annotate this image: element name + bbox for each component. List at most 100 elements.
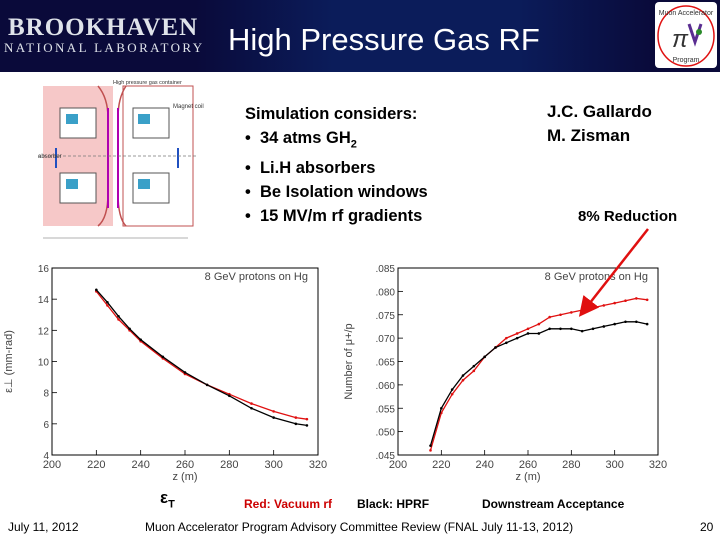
x-tick-label: 220 — [87, 459, 105, 471]
data-point — [559, 327, 562, 331]
y-tick-label: .050 — [376, 428, 396, 439]
x-tick-label: 320 — [309, 459, 327, 471]
data-point — [272, 416, 275, 419]
data-point — [635, 297, 638, 300]
data-point — [645, 322, 649, 326]
y-tick-label: .060 — [376, 381, 396, 392]
x-tick-label: 220 — [432, 459, 450, 471]
y-tick-label: .055 — [376, 404, 396, 415]
data-point — [537, 322, 541, 326]
red-series-caption: Red: Vacuum rf — [244, 497, 333, 511]
footer-date: July 11, 2012 — [8, 520, 79, 534]
data-point — [505, 341, 508, 345]
x-tick-label: 200 — [389, 459, 407, 471]
y-tick-label: 14 — [38, 295, 50, 306]
data-point — [450, 392, 454, 396]
seal-text-bottom: Program — [673, 57, 700, 64]
data-point — [537, 332, 541, 335]
x-tick-label: 320 — [649, 459, 667, 471]
data-point — [559, 313, 562, 317]
y-tick-label: 4 — [43, 451, 49, 462]
y-tick-label: 16 — [38, 264, 50, 275]
data-point — [106, 304, 109, 307]
slide-title: High Pressure Gas RF — [228, 22, 540, 57]
x-axis-label: z (m) — [515, 471, 540, 483]
data-point — [494, 346, 497, 349]
data-point — [450, 388, 454, 391]
data-point — [613, 301, 616, 305]
data-point — [305, 424, 309, 427]
y-axis-label: Number of μ+/p — [343, 323, 355, 399]
bullet-item: • 34 atms GH2 — [245, 129, 357, 151]
emittance-caption: εT — [160, 488, 175, 511]
reduction-arrow — [578, 228, 649, 317]
bullet-item: • Be Isolation windows — [245, 183, 428, 202]
bullet-item: • Li.H absorbers — [245, 159, 376, 178]
data-point — [294, 422, 298, 426]
data-point — [272, 410, 275, 413]
x-tick-label: 300 — [605, 459, 623, 471]
label-absorber: absorber — [38, 154, 62, 160]
x-axis-label: z (m) — [172, 471, 197, 483]
label-magnet-coil: Magnet coil — [173, 104, 204, 110]
label-gas-container: High pressure gas container — [113, 80, 182, 86]
data-point — [95, 288, 98, 292]
plot-frame — [51, 267, 319, 456]
data-point — [205, 383, 209, 387]
data-point — [228, 394, 231, 398]
data-point — [117, 315, 120, 318]
footer-page-number: 20 — [700, 520, 714, 534]
chart-title: 8 GeV protons on Hg — [545, 271, 648, 283]
acceptance-chart: 200 220 240 260 280 300 320 .045 .050 .055 .060 .06… — [343, 264, 667, 483]
acceptance-caption: Downstream Acceptance — [482, 497, 625, 511]
data-point — [624, 320, 627, 324]
x-tick-label: 260 — [176, 459, 194, 471]
x-tick-label: 240 — [475, 459, 493, 471]
data-point — [461, 374, 465, 377]
authors: J.C. Gallardo M. Zisman — [547, 100, 652, 148]
data-point — [505, 336, 508, 340]
header-bar — [0, 0, 720, 72]
logo-subtitle: NATIONAL LABORATORY — [4, 40, 205, 55]
y-tick-label: .085 — [376, 264, 396, 275]
x-tick-label: 200 — [43, 459, 61, 471]
x-tick-label: 280 — [562, 459, 580, 471]
data-point — [305, 417, 309, 421]
author-name: M. Zisman — [547, 126, 631, 145]
data-point — [483, 355, 486, 359]
reduction-annotation: 8% Reduction — [578, 208, 678, 225]
chart-title: 8 GeV protons on Hg — [205, 271, 308, 283]
cavity-diagram: absorber Magnet coil High pressure gas c… — [38, 78, 238, 250]
bullets-heading: Simulation considers: — [245, 105, 418, 123]
data-point — [294, 416, 298, 419]
footer-center: Muon Accelerator Program Advisory Commit… — [145, 520, 574, 534]
seal-text-top: Muon Accelerator — [659, 10, 714, 17]
y-tick-label: .075 — [376, 311, 396, 322]
data-point — [472, 364, 476, 368]
data-point — [461, 378, 465, 382]
plot-frame — [397, 267, 659, 456]
author-name: J.C. Gallardo — [547, 102, 652, 121]
data-point — [526, 332, 530, 335]
emittance-chart: 200 220 240 260 280 300 320 4 6 8 10 12 14 16 8 GeV pr… — [3, 264, 327, 483]
data-point — [250, 406, 253, 410]
data-point — [128, 327, 131, 331]
data-point — [429, 444, 432, 447]
data-point — [602, 325, 606, 328]
x-tick-label: 280 — [220, 459, 238, 471]
data-point — [591, 327, 595, 331]
data-point — [117, 318, 120, 321]
data-point — [613, 322, 616, 326]
data-point — [548, 327, 551, 331]
data-point — [429, 449, 432, 452]
bullet-item: • 15 MV/m rf gradients — [245, 207, 423, 226]
seal-pi: π — [672, 26, 689, 53]
y-tick-label: .070 — [376, 334, 396, 345]
data-point — [570, 327, 573, 331]
data-point — [250, 402, 253, 405]
data-point — [602, 304, 606, 307]
data-point — [526, 327, 530, 331]
data-point — [139, 338, 142, 341]
data-point — [161, 355, 165, 359]
y-tick-label: 6 — [43, 420, 49, 431]
